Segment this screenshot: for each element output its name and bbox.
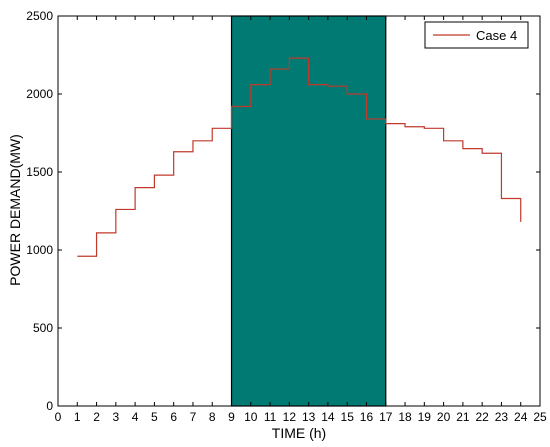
x-tick-label: 22	[475, 410, 489, 424]
y-tick-label: 1000	[26, 243, 53, 257]
x-tick-label: 4	[132, 410, 139, 424]
x-tick-label: 7	[190, 410, 197, 424]
x-tick-label: 2	[93, 410, 100, 424]
y-axis-label: POWER DEMAND(MW)	[7, 134, 23, 286]
axes-frame	[57, 15, 541, 407]
x-tick-label: 1	[74, 410, 81, 424]
x-tick-label: 12	[283, 410, 297, 424]
legend: Case 4	[424, 21, 529, 49]
y-tick-label: 500	[33, 321, 53, 335]
x-tick-label: 24	[514, 410, 528, 424]
x-axis-label: TIME (h)	[272, 425, 326, 441]
x-ticks: 0 1 2 3 4 5 6 7 8 9 10 11 12 13 14 15 16 17 18 19 20 21 22 23 24…	[55, 16, 547, 424]
x-tick-label: 8	[209, 410, 216, 424]
x-tick-label: 23	[495, 410, 509, 424]
y-tick-label: 0	[46, 399, 53, 413]
x-tick-label: 13	[302, 410, 316, 424]
x-tick-label: 25	[533, 410, 547, 424]
axes-layer	[57, 15, 541, 407]
x-tick-label: 11	[264, 410, 277, 424]
x-tick-label: 20	[437, 410, 451, 424]
y-tick-label: 1500	[26, 165, 53, 179]
x-tick-label: 5	[151, 410, 158, 424]
series-layer	[77, 57, 522, 257]
x-tick-label: 9	[228, 410, 235, 424]
x-tick-label: 18	[398, 410, 412, 424]
y-tick-label: 2000	[26, 87, 53, 101]
x-tick-label: 10	[244, 410, 258, 424]
x-tick-label: 17	[379, 410, 393, 424]
x-tick-label: 19	[418, 410, 432, 424]
x-tick-label: 0	[55, 410, 62, 424]
y-tick-label: 2500	[26, 9, 53, 23]
x-tick-label: 21	[456, 410, 470, 424]
legend-label: Case 4	[476, 28, 517, 43]
x-tick-label: 3	[112, 410, 119, 424]
x-tick-label: 6	[170, 410, 177, 424]
x-tick-label: 14	[321, 410, 335, 424]
x-tick-label: 16	[360, 410, 374, 424]
y-ticks: 0 500 1000 1500 2000 2500	[26, 9, 540, 413]
x-tick-label: 15	[341, 410, 355, 424]
series-line-0	[77, 57, 522, 257]
